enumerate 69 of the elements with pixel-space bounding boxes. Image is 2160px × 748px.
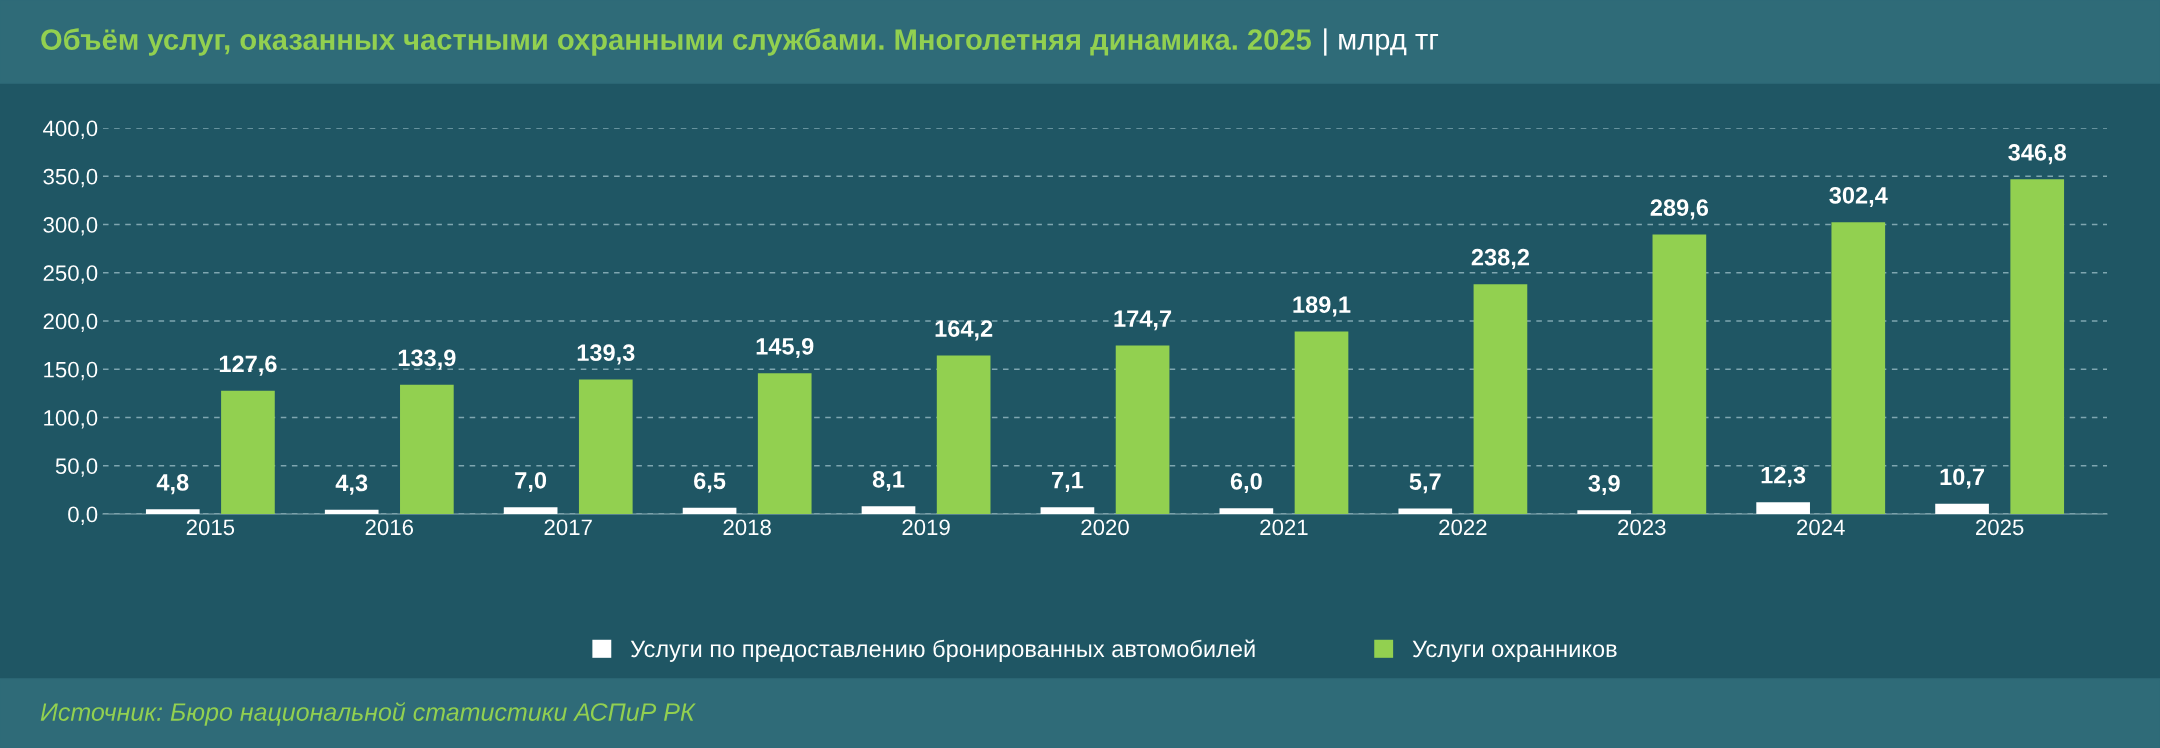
bar: [1219, 508, 1274, 514]
bar: [1652, 234, 1707, 514]
data-label: 127,6: [219, 355, 277, 376]
data-label: 238,2: [1471, 248, 1530, 269]
x-tick-label: 2016: [365, 519, 414, 536]
data-label: 12,3: [1761, 466, 1806, 487]
bar: [1756, 502, 1810, 514]
data-label: 10,7: [1940, 468, 1985, 489]
legend-label: Услуги охранников: [1412, 640, 1617, 662]
data-label: 6,0: [1230, 472, 1262, 494]
y-tick-label: 400,0: [43, 120, 98, 139]
data-label: 6,5: [694, 472, 726, 493]
data-label: 5,7: [1409, 473, 1441, 494]
bar: [1473, 284, 1528, 514]
text: Источник: Бюро национальной статистики АСПиР РК: [40, 702, 696, 726]
bar: [324, 509, 379, 514]
data-label: 133,9: [398, 349, 456, 370]
chart-title: Объём услуг, оказанных частными охранными службами. Многолетняя динамика. 2025: [41, 28, 1311, 56]
y-tick-label: 350,0: [43, 168, 98, 188]
bar: [1577, 510, 1632, 514]
data-label: 7,1: [1052, 472, 1084, 493]
data-label: 145,9: [756, 337, 814, 359]
bar: [221, 390, 275, 514]
data-label: 302,4: [1829, 186, 1888, 208]
y-tick-label: 50,0: [55, 458, 98, 477]
bar: [145, 509, 200, 514]
data-label: 289,6: [1650, 199, 1709, 220]
bar: [1398, 508, 1453, 514]
bar: [861, 506, 916, 514]
x-tick-label: 2021: [1260, 519, 1308, 536]
data-label: 139,3: [577, 344, 635, 365]
y-tick-label: 250,0: [43, 265, 98, 284]
x-tick-label: 2024: [1797, 519, 1845, 536]
data-label: 174,7: [1114, 310, 1172, 331]
bar: [578, 379, 633, 514]
bar: [1935, 503, 1989, 514]
y-tick-label: 200,0: [43, 313, 98, 332]
bar: [400, 384, 454, 514]
bar: [1831, 222, 1886, 514]
bar: [757, 373, 812, 514]
data-label: 7,0: [515, 471, 547, 493]
data-label: 189,1: [1293, 296, 1351, 317]
x-tick-label: 2015: [186, 519, 235, 536]
x-tick-label: 2025: [1976, 519, 2024, 536]
bar: [936, 355, 991, 514]
x-tick-label: 2020: [1081, 519, 1129, 536]
bar: [682, 507, 737, 514]
data-label: 8,1: [872, 470, 905, 492]
y-tick-label: 300,0: [43, 217, 98, 236]
y-tick-label: 100,0: [44, 410, 98, 429]
y-tick-label: 0,0: [68, 506, 98, 525]
legend-label: Услуги по предоставлению бронированных автомобилей: [630, 639, 1255, 662]
x-tick-label: 2023: [1618, 519, 1666, 536]
bar: [2010, 179, 2065, 514]
data-label: 346,8: [2008, 144, 2067, 165]
data-label: 3,9: [1588, 474, 1620, 496]
x-tick-label: 2017: [544, 519, 592, 536]
bar: [1294, 331, 1349, 514]
data-label: 164,2: [935, 320, 993, 341]
bar: [1115, 345, 1170, 514]
bar: [1040, 507, 1095, 514]
y-tick-label: 150,0: [44, 361, 98, 381]
data-label: 4,3: [335, 474, 368, 495]
bar: [503, 507, 558, 514]
x-tick-label: 2019: [902, 519, 950, 536]
data-label: 4,8: [156, 474, 189, 495]
x-tick-label: 2018: [723, 519, 771, 536]
x-tick-label: 2022: [1439, 519, 1487, 536]
chart-subtitle: | млрд тг: [1324, 28, 1439, 56]
